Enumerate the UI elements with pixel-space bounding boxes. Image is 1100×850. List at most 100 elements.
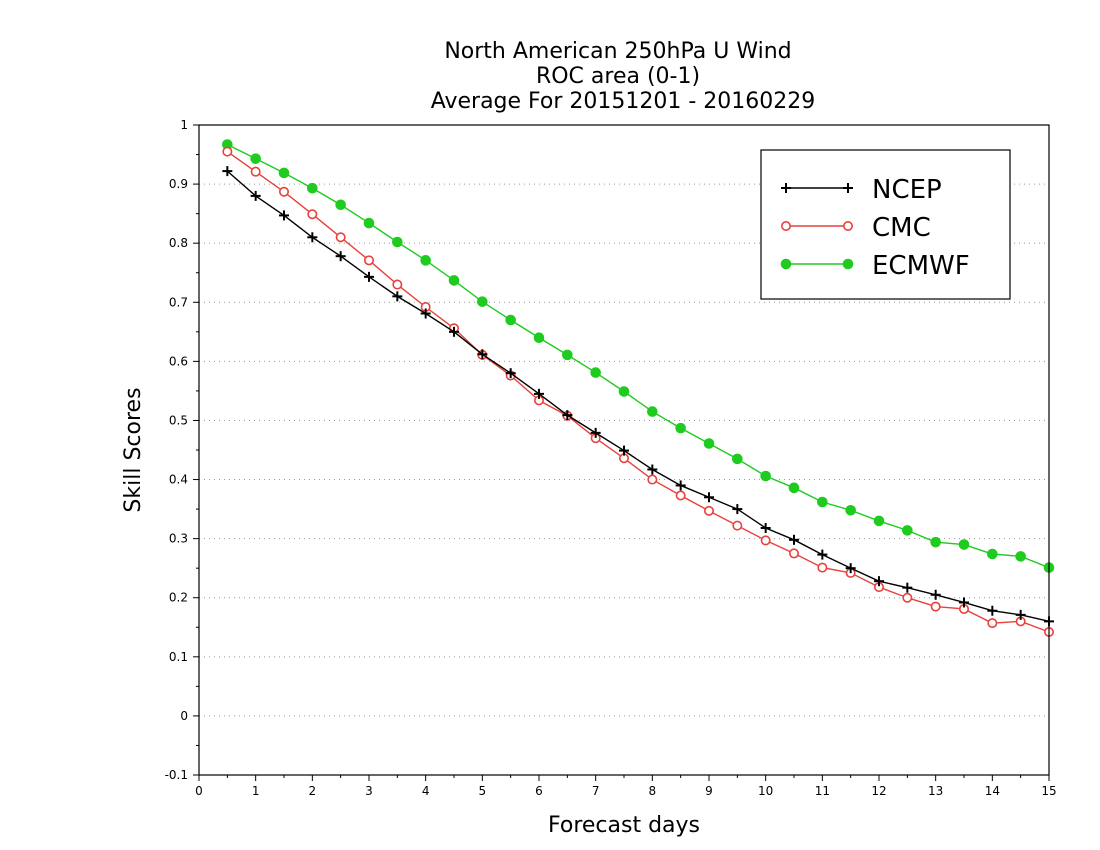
y-tick-label: 0 [180,709,188,723]
data-point-ncep [619,445,629,456]
data-point-ncep [562,410,573,421]
data-point-ecmwf [477,296,488,307]
data-point-cmc [930,601,941,612]
data-point-ncep [902,582,913,593]
data-point-ncep [590,427,601,438]
legend-marker-ncep [781,183,791,193]
data-point-ecmwf [647,406,658,417]
data-point-ncep [392,291,403,302]
x-tick-label: 0 [195,784,203,798]
y-tick-label: 0.5 [169,413,188,427]
x-tick-label: 2 [309,784,317,798]
data-point-ncep [675,480,686,491]
data-point-ncep [704,492,714,503]
data-point-ecmwf [505,314,516,326]
data-point-ncep [987,605,998,616]
legend-marker-ecmwf [842,258,854,270]
data-point-ncep [1015,609,1026,620]
data-series [222,139,1055,637]
y-tick-label: 0.2 [169,591,188,605]
data-point-ecmwf [732,453,743,465]
data-point-ecmwf [902,525,913,536]
data-point-ecmwf [873,515,885,527]
data-point-cmc [987,618,998,629]
data-point-cmc [307,209,318,220]
data-point-cmc [392,279,403,290]
y-axis-title: Skill Scores [121,387,146,512]
title-line-1: North American 250hPa U Wind [444,39,791,64]
data-point-ncep [647,464,658,475]
x-tick-label: 11 [815,784,830,798]
legend-entry-ecmwf: ECMWF [780,251,970,281]
y-tick-label: 1 [180,118,188,132]
data-point-ncep [789,534,799,545]
x-tick-label: 14 [985,784,1000,798]
chart-title: North American 250hPa U Wind ROC area (0… [431,39,816,114]
data-point-cmc [760,535,771,546]
x-tick-label: 15 [1041,784,1056,798]
data-point-ncep [505,368,516,379]
data-point-cmc [250,166,261,177]
data-point-ecmwf [420,255,431,266]
data-point-ecmwf [760,470,771,482]
legend-label-ecmwf: ECMWF [872,251,970,281]
data-point-ncep [222,166,233,177]
y-tick-label: 0.7 [169,295,188,309]
x-tick-label: 8 [649,784,657,798]
legend-entry-cmc: CMC [780,213,931,243]
grid-lines [199,183,1049,717]
data-point-ecmwf [817,496,828,508]
x-tick-label: 3 [365,784,373,798]
x-tick-label: 4 [422,784,430,798]
y-tick-label: -0.1 [165,768,188,782]
data-point-cmc [788,548,799,559]
legend-marker-cmc [842,221,853,232]
y-tick-label: 0.3 [169,532,188,546]
data-point-ncep [959,597,969,608]
data-point-ecmwf [448,275,460,286]
x-tick-label: 12 [871,784,886,798]
data-point-cmc [675,490,686,501]
data-point-cmc [222,146,233,157]
data-point-ecmwf [533,332,545,344]
data-point-ecmwf [930,536,941,548]
legend-marker-cmc [780,221,791,232]
data-point-ncep [420,308,431,319]
legend-marker-ecmwf [780,258,792,270]
data-point-ncep [250,190,261,201]
data-point-ncep [335,251,346,262]
data-point-ecmwf [250,153,261,164]
data-point-ncep [845,563,856,574]
data-point-ecmwf [845,504,856,516]
data-point-cmc [335,232,346,243]
data-point-ncep [760,523,771,533]
title-line-2: ROC area (0-1) [536,64,700,89]
data-point-cmc [278,186,289,197]
series-line-ncep [226,170,1050,623]
legend-label-ncep: NCEP [872,175,942,205]
x-tick-label: 7 [592,784,600,798]
data-point-ncep [307,232,318,243]
x-tick-label: 9 [705,784,713,798]
legend-box [760,149,1011,300]
series-ncep [222,166,1054,627]
data-point-ecmwf [675,422,686,434]
x-tick-label: 10 [758,784,773,798]
y-tick-label: 0.8 [169,236,188,250]
y-tick-label: 0.6 [169,354,188,368]
data-point-ncep [449,326,459,337]
legend: NCEP CMC ECMWF [760,149,1011,300]
x-axis-title: Forecast days [548,813,700,838]
series-ecmwf [222,139,1055,573]
legend-marker-ncep [843,183,853,193]
data-point-ncep [874,576,884,587]
data-point-cmc [732,520,743,531]
data-point-cmc [817,562,828,573]
data-point-ncep [732,504,743,515]
data-point-ncep [477,349,488,360]
x-tick-label: 5 [479,784,487,798]
data-point-ncep [534,388,544,399]
data-point-ecmwf [703,438,715,449]
data-point-ecmwf [987,548,998,560]
